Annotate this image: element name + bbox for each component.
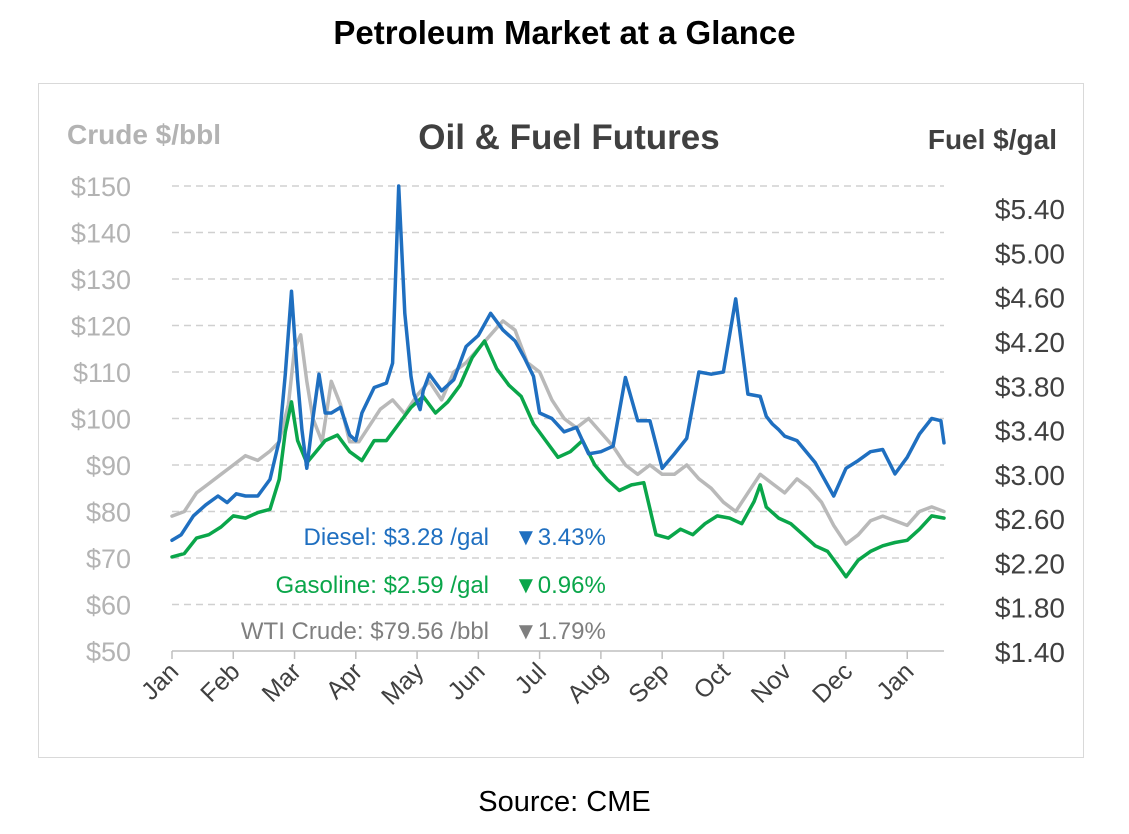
left-tick-label: $150 [71,172,131,202]
chart-svg: Oil & Fuel Futures Crude $/bbl Fuel $/ga… [67,118,1065,711]
annotation-change: ▼3.43% [514,524,606,551]
left-tick-label: $110 [73,358,131,388]
right-tick-label: $2.60 [995,504,1065,535]
annotation-label: WTI Crude: $79.56 /bbl [241,618,489,645]
left-tick-label: $100 [71,405,131,435]
source-note: Source: CME [478,786,651,818]
x-tick-label: Dec [807,657,858,708]
left-tick-label: $70 [86,544,131,574]
right-tick-label: $3.40 [995,416,1065,447]
chart-title: Oil & Fuel Futures [418,118,719,157]
right-axis-label: Fuel $/gal [928,124,1057,155]
x-tick-label: Mar [257,657,307,707]
x-tick-label: Jan [871,657,919,705]
chart-frame: Oil & Fuel Futures Crude $/bbl Fuel $/ga… [38,83,1084,758]
right-tick-label: $2.20 [995,548,1065,579]
left-tick-label: $130 [71,265,131,295]
annotation-row: WTI Crude: $79.56 /bbl ▼1.79% [241,618,606,645]
annotation-label: Gasoline: $2.59 /gal [276,572,489,599]
grid-lines [172,185,944,606]
left-tick-label: $90 [86,451,131,481]
left-tick-label: $80 [86,498,131,528]
x-tick-label: Jul [509,657,551,699]
x-axis: Jan Feb Mar Apr May Jun Jul Aug Sep Oct Nov Dec Jan [136,650,944,711]
annotation-change: ▼1.79% [514,618,606,645]
annotation-change: ▼0.96% [514,572,606,599]
right-axis-ticks: $5.40 $5.00 $4.60 $4.20 $3.80 $3.40 $3.00 $2.60… [995,194,1065,668]
x-tick-label: Apr [321,657,368,704]
x-tick-label: Oct [688,657,735,704]
right-tick-label: $3.80 [995,371,1065,402]
left-tick-label: $50 [86,637,131,667]
right-tick-label: $5.40 [995,194,1065,225]
annotation-row: Diesel: $3.28 /gal ▼3.43% [304,524,606,551]
x-tick-label: Sep [623,657,674,708]
price-annotations: Diesel: $3.28 /gal ▼3.43% Gasoline: $2.59 … [241,524,606,645]
annotation-label: Diesel: $3.28 /gal [304,524,489,551]
x-tick-label: Jun [442,657,490,705]
x-tick-label: Feb [195,657,245,707]
x-tick-label: Aug [562,657,613,708]
right-tick-label: $1.40 [995,637,1065,668]
right-tick-label: $1.80 [995,593,1065,624]
left-tick-label: $60 [86,591,131,621]
right-tick-label: $5.00 [995,238,1065,269]
left-tick-label: $120 [71,312,131,342]
x-tick-label: May [376,657,430,711]
left-tick-label: $140 [71,219,131,249]
right-tick-label: $4.20 [995,327,1065,358]
left-axis-label: Crude $/bbl [67,119,221,150]
right-tick-label: $4.60 [995,283,1065,314]
x-tick-label: Nov [746,657,798,709]
series-line-gasoline [170,339,946,579]
annotation-row: Gasoline: $2.59 /gal ▼0.96% [276,572,606,599]
x-tick-label: Jan [136,657,184,705]
right-tick-label: $3.00 [995,460,1065,491]
page-title: Petroleum Market at a Glance [333,14,796,51]
series-lines [170,184,946,579]
series-line-diesel [170,184,946,543]
left-axis-ticks: $150 $140 $130 $120 $110 $100 $90 $80 $70 $60 $50 [71,172,131,667]
